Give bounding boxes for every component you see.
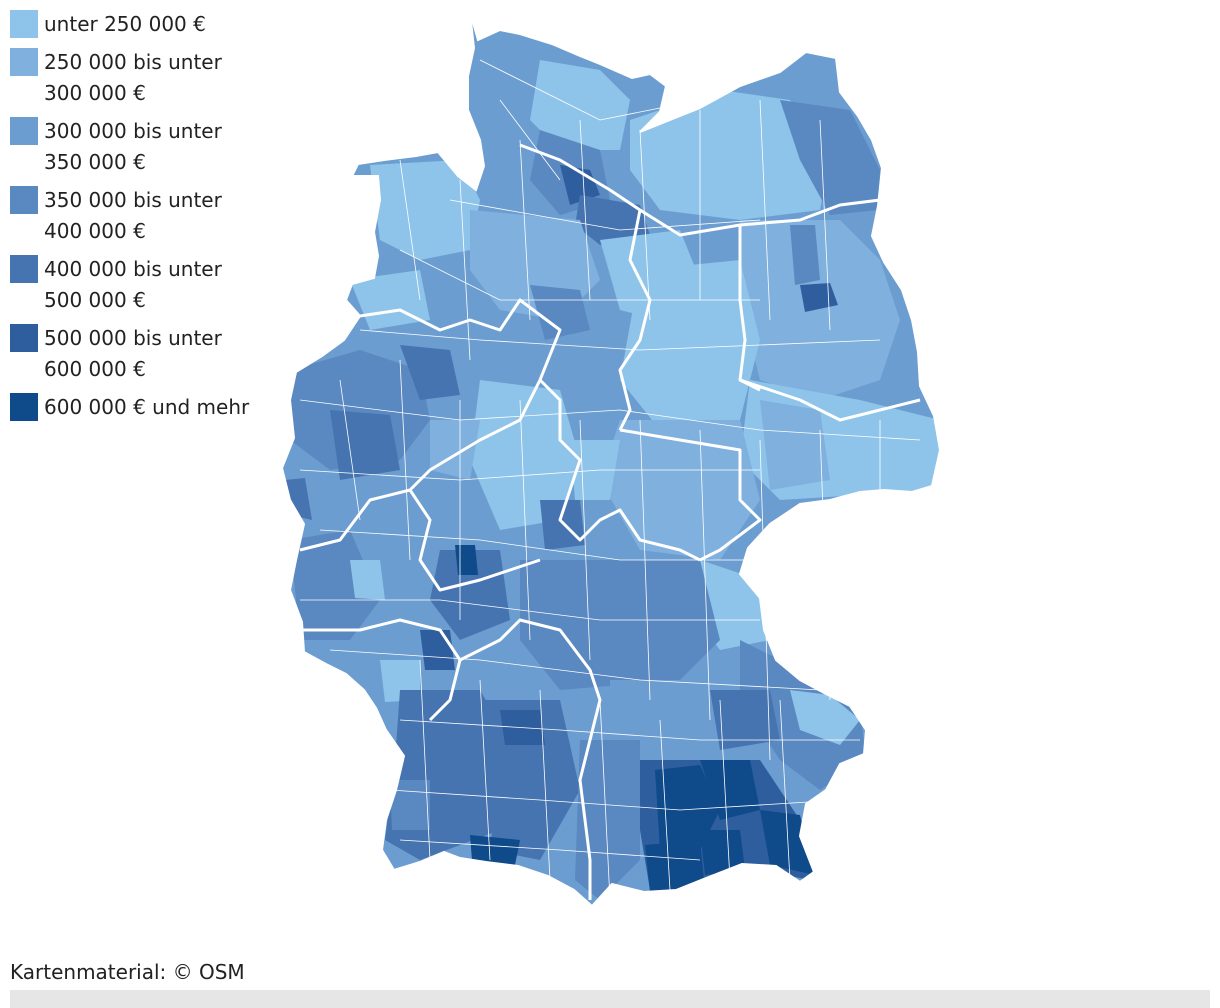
district-region <box>710 690 780 750</box>
district-region <box>610 680 720 740</box>
legend-item: 300 000 bis unter 350 000 € <box>10 117 280 178</box>
district-region <box>575 195 650 245</box>
district-regions <box>285 20 940 900</box>
district-region <box>630 90 830 220</box>
legend-label: 500 000 bis unter 600 000 € <box>44 326 222 381</box>
state-border <box>408 489 541 592</box>
district-region <box>790 690 860 745</box>
legend-swatch <box>10 48 38 76</box>
legend-label: 400 000 bis unter 500 000 € <box>44 257 222 312</box>
district-region <box>530 60 630 150</box>
legend-item: 400 000 bis unter 500 000 € <box>10 255 280 316</box>
district-region <box>455 545 478 575</box>
district-region <box>390 780 430 830</box>
district-region <box>740 220 900 400</box>
legend-item: 250 000 bis unter 300 000 € <box>10 48 280 109</box>
district-region <box>760 400 830 490</box>
district-region <box>700 760 760 820</box>
legend-item: unter 250 000 € <box>10 10 280 40</box>
legend-label: 350 000 bis unter 400 000 € <box>44 188 222 243</box>
legend-swatch <box>10 117 38 145</box>
district-region <box>370 160 480 260</box>
district-line <box>299 59 921 861</box>
district-region <box>790 225 820 285</box>
district-region <box>780 100 880 215</box>
district-region <box>520 560 720 690</box>
legend-label: 600 000 € und mehr <box>44 395 250 419</box>
state-border <box>619 428 762 562</box>
district-region <box>560 165 600 205</box>
district-region <box>700 830 745 875</box>
district-region <box>290 530 380 640</box>
district-region <box>645 840 705 892</box>
legend-swatch <box>10 10 38 38</box>
footer-bar <box>10 990 1210 1008</box>
legend-swatch <box>10 255 38 283</box>
district-region <box>655 765 720 850</box>
legend-swatch <box>10 186 38 214</box>
district-region <box>290 350 430 470</box>
state-border <box>300 618 602 900</box>
district-region <box>430 420 480 480</box>
district-region <box>430 550 510 640</box>
legend-label: 300 000 bis unter 350 000 € <box>44 119 222 174</box>
district-region <box>600 420 760 560</box>
map-credit: Kartenmaterial: © OSM <box>10 960 245 984</box>
district-region <box>620 260 760 430</box>
state-borders <box>299 143 921 900</box>
state-border <box>739 378 921 422</box>
state-border <box>519 143 881 237</box>
district-region <box>420 630 455 670</box>
legend-item: 350 000 bis unter 400 000 € <box>10 186 280 247</box>
district-region <box>540 500 585 550</box>
state-border <box>428 659 462 722</box>
legend-swatch <box>10 324 38 352</box>
district-region <box>530 285 590 340</box>
legend-label: 250 000 bis unter 300 000 € <box>44 50 222 105</box>
legend-swatch <box>10 393 38 421</box>
legend-item: 500 000 bis unter 600 000 € <box>10 324 280 385</box>
legend-label: unter 250 000 € <box>44 12 206 36</box>
legend-item: 600 000 € und mehr <box>10 393 280 423</box>
district-region <box>330 410 400 480</box>
district-region <box>470 835 520 865</box>
district-region <box>400 345 460 400</box>
state-border <box>618 209 652 431</box>
legend: unter 250 000 € 250 000 bis unter 300 00… <box>10 10 280 431</box>
germany-choropleth-map <box>281 11 941 907</box>
district-region <box>350 560 385 600</box>
state-border <box>538 378 701 562</box>
